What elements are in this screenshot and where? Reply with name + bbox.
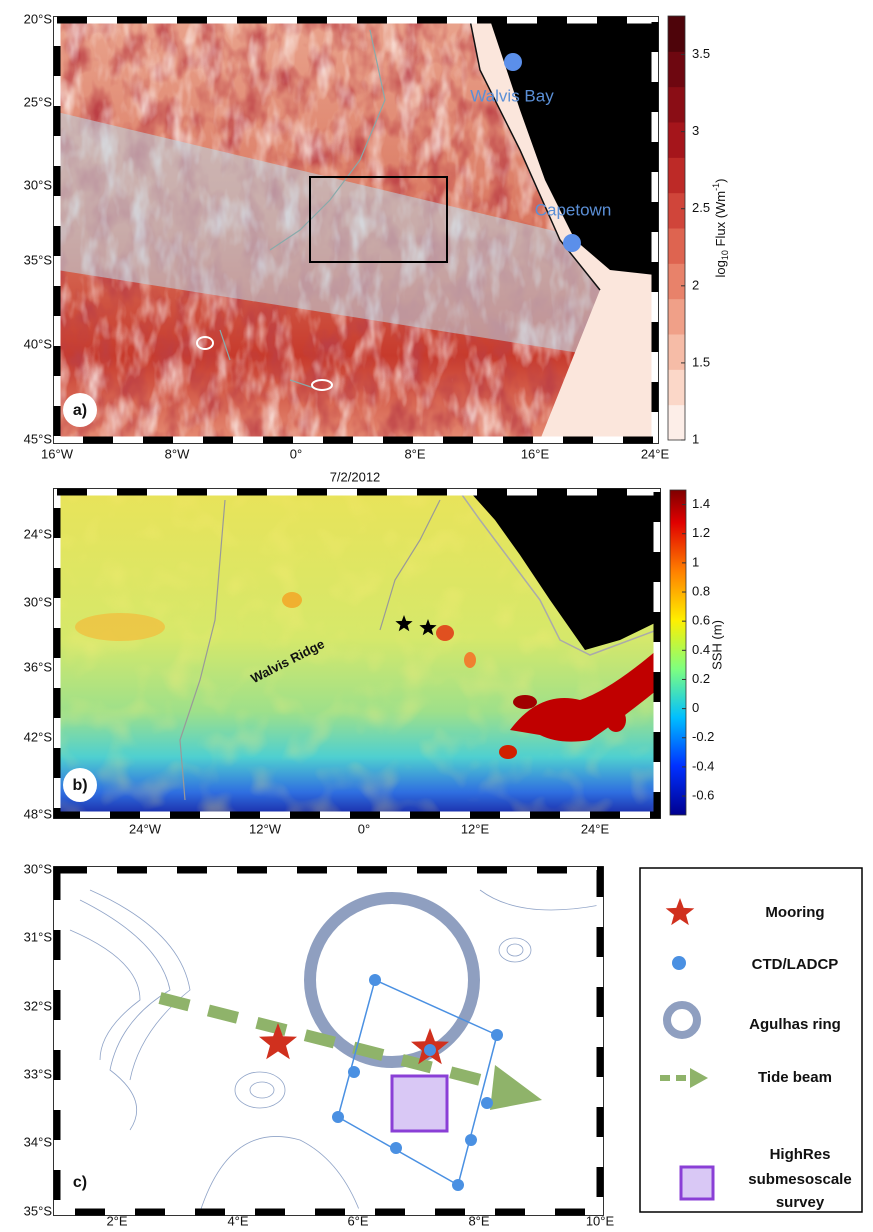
ctd-station (390, 1142, 402, 1154)
panel-label: b) (72, 777, 87, 794)
colorbar-tick-label: -0.2 (692, 729, 714, 744)
panel-label: c) (73, 1174, 87, 1191)
legend-label: survey (776, 1194, 825, 1211)
colorbar (670, 490, 686, 815)
colorbar-label-part: Flux (Wm (713, 191, 728, 250)
colorbar-label-part: 10 (720, 250, 730, 260)
y-tick-label: 31°S (24, 929, 53, 944)
x-tick-label: 16°W (41, 446, 74, 461)
y-tick-label: 30°S (24, 594, 53, 609)
y-tick-label: 24°S (24, 526, 53, 541)
y-tick-label: 36°S (24, 659, 53, 674)
colorbar-tick-label: 0.8 (692, 583, 710, 598)
y-tick-label: 35°S (24, 252, 53, 267)
y-tick-label: 30°S (24, 177, 53, 192)
colorbar-label-part: log (713, 260, 728, 277)
y-tick-label: 25°S (24, 94, 53, 109)
x-tick-label: 0° (358, 821, 370, 836)
colorbar-label: log10 Flux (Wm-1) (711, 179, 730, 278)
colorbar-tick-label: 1.2 (692, 525, 710, 540)
y-tick-label: 48°S (24, 806, 53, 821)
colorbar-tick-label: 0.2 (692, 671, 710, 686)
map-a (57, 20, 655, 440)
colorbar-tick-label: 0.6 (692, 613, 710, 628)
x-tick-label: 6°E (347, 1213, 368, 1228)
colorbar-step (668, 334, 685, 370)
place-label: Walvis Bay (470, 86, 554, 105)
y-tick-label: 42°S (24, 729, 53, 744)
colorbar-tick-label: -0.6 (692, 787, 714, 802)
x-tick-label: 24°W (129, 821, 162, 836)
map-c (57, 870, 600, 1212)
colorbar-step (668, 157, 685, 193)
legend-label: Tide beam (758, 1069, 832, 1086)
colorbar-tick-label: 2.5 (692, 200, 710, 215)
legend-label: submesoscale (748, 1171, 851, 1188)
colorbar-step (668, 193, 685, 229)
x-tick-label: 24°E (641, 446, 670, 461)
colorbar-step (668, 87, 685, 123)
y-tick-label: 33°S (24, 1066, 53, 1081)
place-label: Capetown (535, 200, 612, 219)
colorbar-label-part: ) (713, 179, 728, 183)
x-tick-label: 8°W (165, 446, 190, 461)
y-tick-label: 30°S (24, 861, 53, 876)
ctd-station (491, 1029, 503, 1041)
x-tick-label: 12°E (461, 821, 490, 836)
x-tick-label: 10°E (586, 1213, 615, 1228)
ctd-station (332, 1111, 344, 1123)
colorbar-step (668, 405, 685, 441)
colorbar-label: SSH (m) (709, 620, 724, 670)
x-tick-label: 8°E (404, 446, 425, 461)
colorbar-tick-label: 0 (692, 700, 699, 715)
colorbar-step (668, 16, 685, 52)
colorbar-tick-label: 1.5 (692, 354, 710, 369)
date-label: 7/2/2012 (330, 469, 381, 484)
colorbar-step (668, 263, 685, 299)
y-tick-label: 45°S (24, 431, 53, 446)
colorbar-step (668, 122, 685, 158)
figure: 20°S25°S30°S35°S40°S45°S16°W8°W0°8°E16°E… (0, 0, 873, 1232)
legend-label: HighRes (770, 1146, 831, 1163)
legend-dot (672, 956, 686, 970)
colorbar-label-part: -1 (711, 183, 721, 191)
ctd-station (424, 1044, 436, 1056)
ctd-station (481, 1097, 493, 1109)
colorbar-step (668, 299, 685, 335)
y-tick-label: 35°S (24, 1203, 53, 1218)
y-tick-label: 40°S (24, 336, 53, 351)
x-tick-label: 16°E (521, 446, 550, 461)
ctd-station (465, 1134, 477, 1146)
colorbar-tick-label: 1 (692, 431, 699, 446)
x-tick-label: 0° (290, 446, 302, 461)
colorbar-step (668, 51, 685, 87)
x-tick-label: 2°E (106, 1213, 127, 1228)
x-tick-label: 4°E (227, 1213, 248, 1228)
panel-label: a) (73, 402, 87, 419)
y-tick-label: 34°S (24, 1134, 53, 1149)
x-tick-label: 12°W (249, 821, 282, 836)
colorbar-tick-label: 2 (692, 277, 699, 292)
colorbar-tick-label: 3.5 (692, 46, 710, 61)
colorbar-tick-label: 1.4 (692, 496, 710, 511)
ctd-station (369, 974, 381, 986)
x-tick-label: 8°E (468, 1213, 489, 1228)
colorbar-tick-label: 1 (692, 554, 699, 569)
y-tick-label: 20°S (24, 11, 53, 26)
ctd-station (452, 1179, 464, 1191)
legend-label: Mooring (765, 904, 824, 921)
legend-label: CTD/LADCP (752, 956, 839, 973)
colorbar-step (668, 369, 685, 405)
ctd-station (348, 1066, 360, 1078)
map-b (57, 492, 657, 815)
colorbar-tick-label: 0.4 (692, 642, 710, 657)
colorbar-step (668, 228, 685, 264)
x-tick-label: 24°E (581, 821, 610, 836)
colorbar-tick-label: 3 (692, 123, 699, 138)
colorbar-tick-label: -0.4 (692, 758, 714, 773)
y-tick-label: 32°S (24, 998, 53, 1013)
legend-label: Agulhas ring (749, 1016, 841, 1033)
